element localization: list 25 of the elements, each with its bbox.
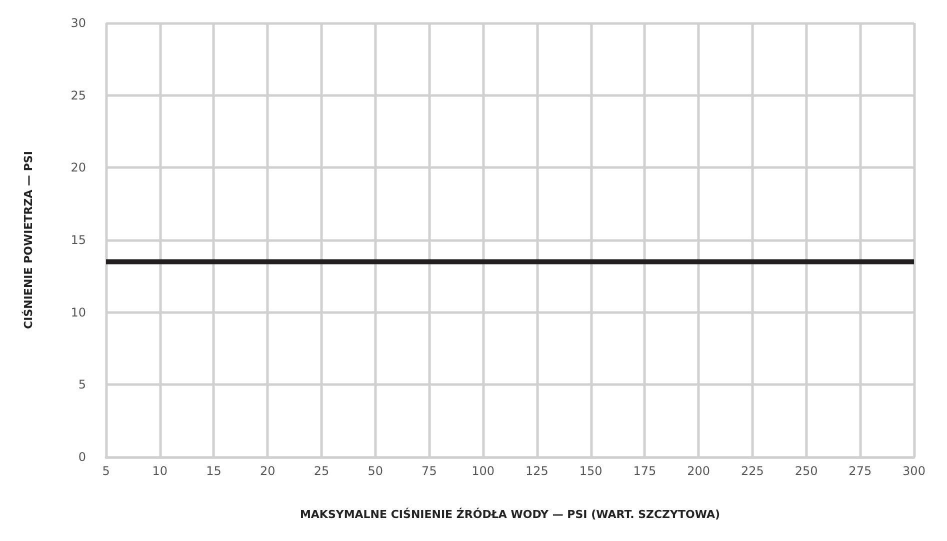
x-tick-label: 25 [314,464,330,478]
y-tick-label: 30 [70,16,86,30]
x-tick-label: 20 [260,464,276,478]
y-tick-label: 15 [70,233,86,247]
x-tick-label: 5 [102,464,110,478]
x-tick-label: 175 [633,464,656,478]
y-tick-label: 5 [78,378,86,392]
x-axis-title: MAKSYMALNE CIŚNIENIE ŹRÓDŁA WODY — PSI (WART. SZCZYTOWA) [300,507,720,521]
x-tick-label: 225 [740,464,764,478]
x-tick-label: 200 [687,464,710,478]
x-tick-label: 15 [206,464,222,478]
x-tick-label: 300 [902,464,926,478]
x-tick-label: 250 [794,464,818,478]
y-axis-title: CIŚNIENIE POWIETRZA — PSI [21,151,35,329]
x-tick-label: 125 [525,464,548,478]
x-tick-label: 150 [579,464,602,478]
y-tick-label: 20 [70,160,86,175]
y-tick-label: 25 [70,88,86,102]
x-tick-label: 75 [422,464,437,478]
x-tick-label: 10 [152,464,168,478]
y-tick-label: 10 [70,305,86,320]
x-tick-label: 275 [848,464,872,478]
y-tick-label: 0 [78,450,86,464]
x-tick-label: 50 [368,464,383,478]
x-tick-label: 100 [472,464,495,478]
